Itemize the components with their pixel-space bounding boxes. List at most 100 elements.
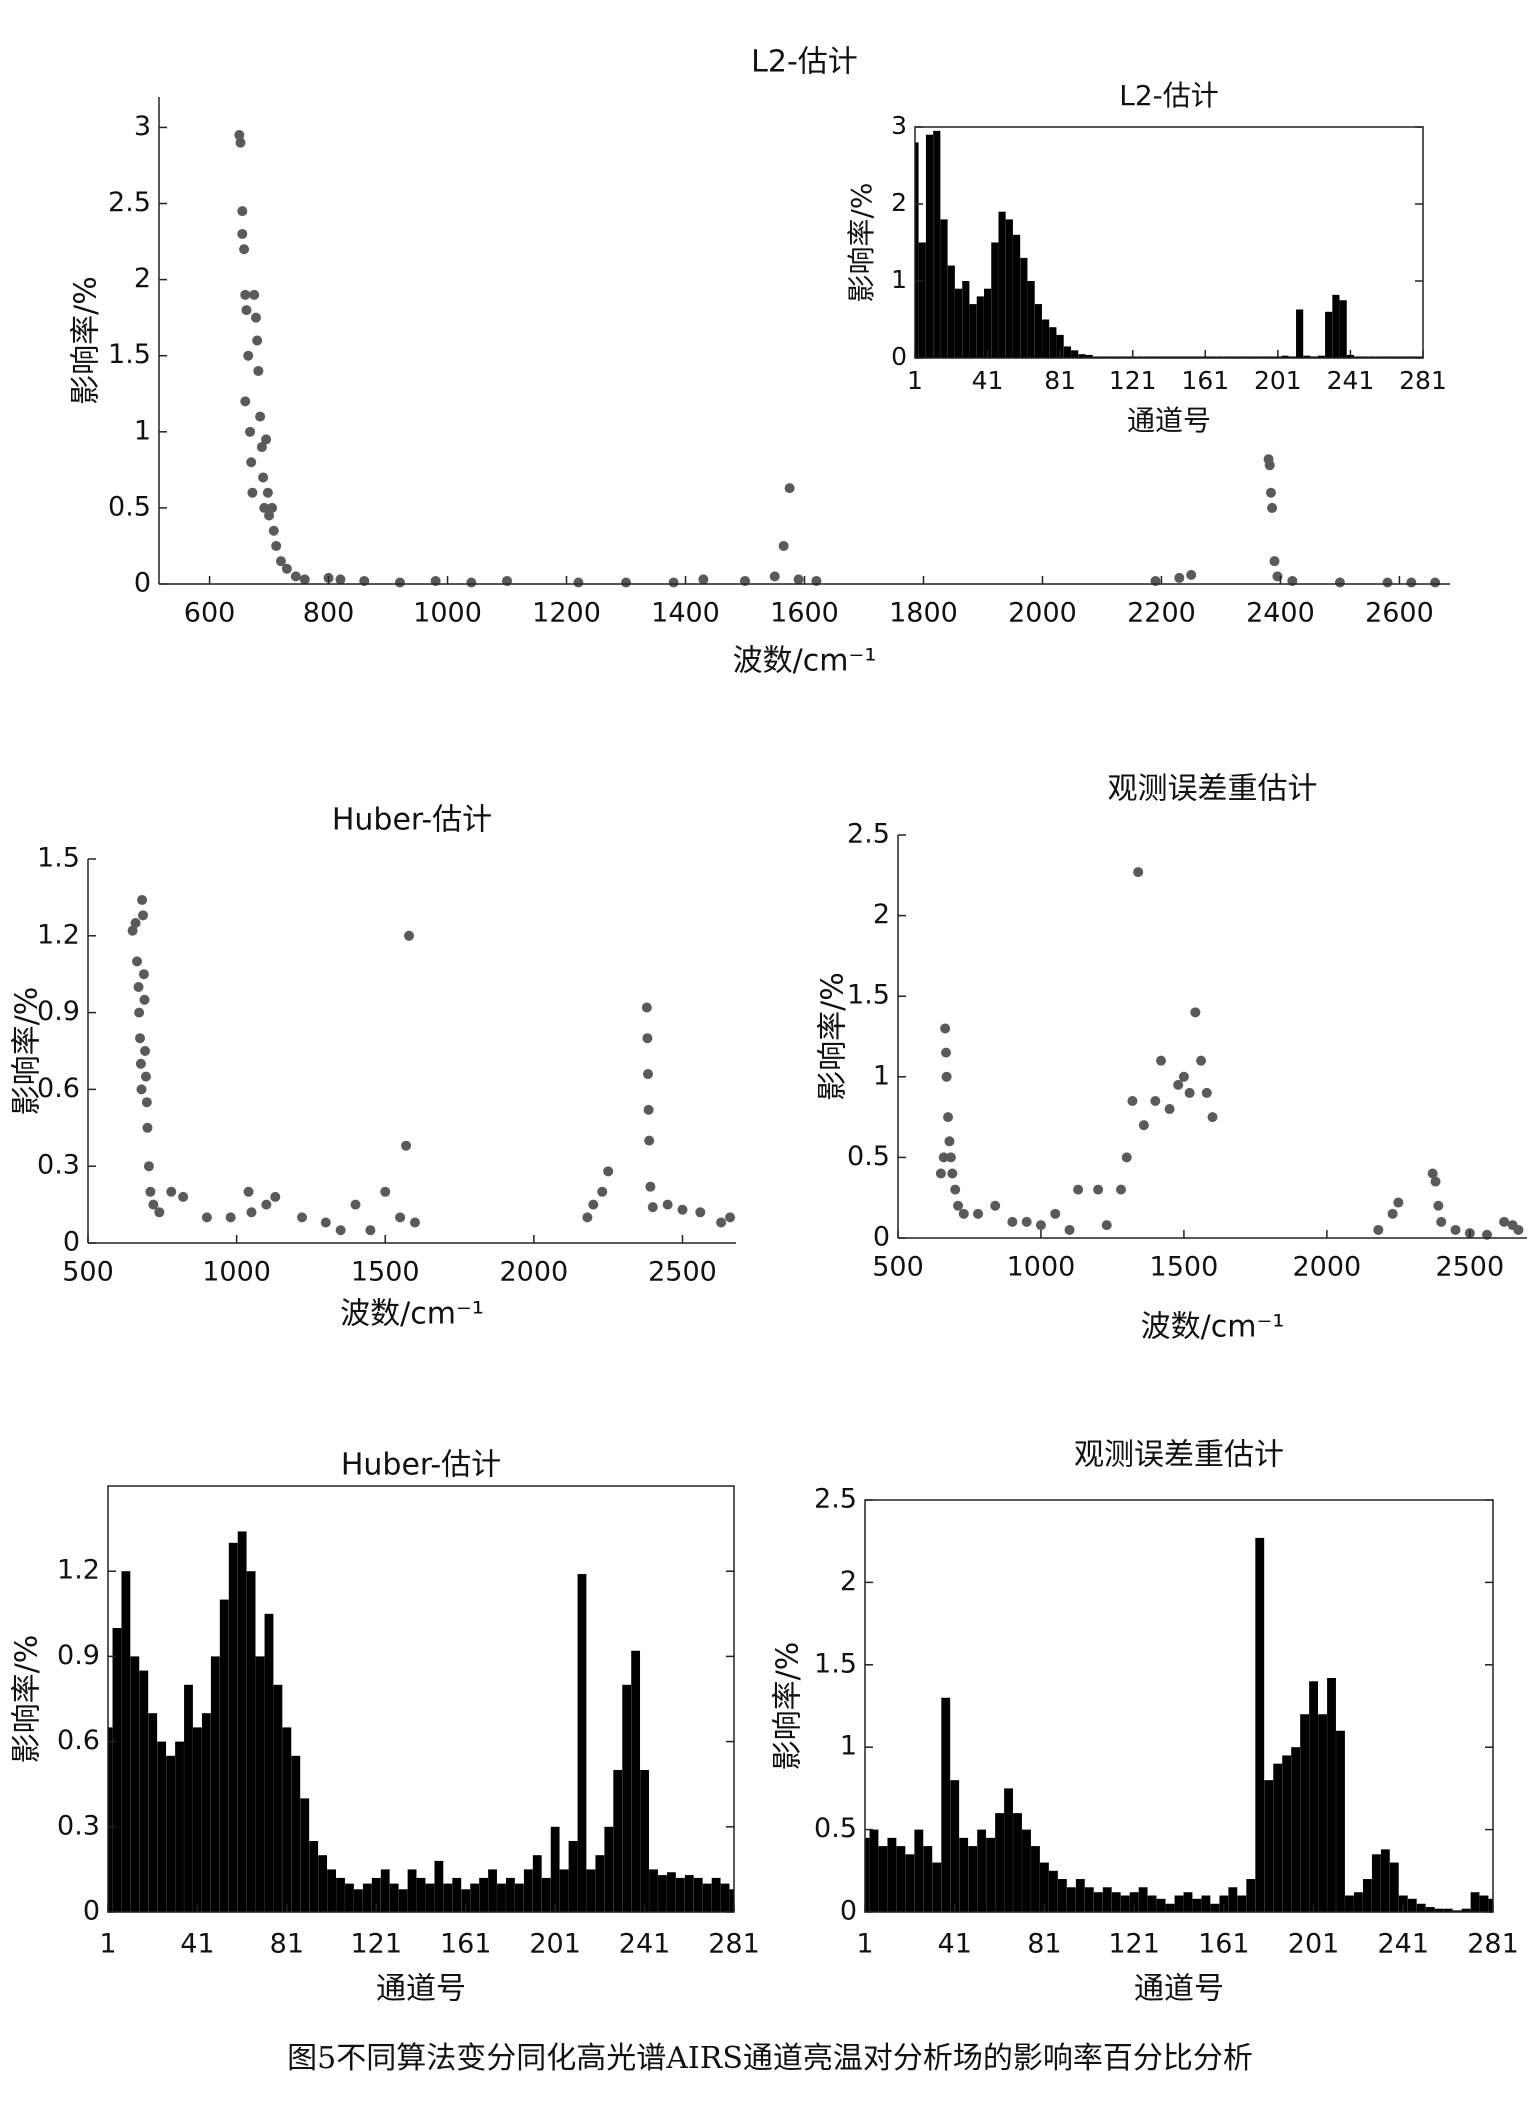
bar — [1230, 356, 1238, 358]
data-point — [643, 1069, 654, 1080]
bar — [1201, 1895, 1211, 1912]
bar — [878, 1846, 888, 1912]
bar — [1443, 1908, 1453, 1912]
bar — [941, 1697, 951, 1912]
bar — [1057, 1879, 1067, 1912]
y-tick-label: 0 — [63, 1227, 80, 1258]
x-tick-label: 2200 — [1127, 598, 1196, 629]
data-point — [281, 563, 292, 574]
bar — [977, 1829, 987, 1912]
bar — [1085, 354, 1093, 358]
data-point — [1073, 1184, 1084, 1195]
y-tick-label: 0 — [873, 1222, 890, 1253]
x-tick-label: 241 — [619, 1929, 671, 1960]
data-point — [644, 1135, 655, 1146]
data-point — [940, 1023, 951, 1034]
bar — [130, 1656, 140, 1912]
bar — [1318, 1714, 1327, 1912]
bar — [1100, 356, 1108, 358]
data-point — [1430, 1176, 1441, 1187]
data-point — [246, 457, 257, 468]
y-tick-label: 3 — [134, 111, 151, 142]
data-point — [621, 577, 632, 588]
data-point — [365, 1225, 376, 1236]
data-point — [1121, 1152, 1132, 1163]
bar — [962, 281, 970, 358]
y-axis-label: 影响率/% — [10, 1635, 45, 1764]
bar — [1281, 355, 1289, 358]
data-point — [784, 483, 795, 494]
x-tick-label: 1000 — [413, 598, 482, 629]
data-point — [1334, 577, 1345, 588]
bar — [998, 211, 1006, 358]
bar — [1020, 257, 1028, 358]
data-point — [166, 1186, 177, 1197]
bar — [1071, 350, 1079, 358]
bar — [443, 1883, 453, 1912]
y-axis-label: 影响率/% — [10, 987, 45, 1116]
bar — [914, 1829, 924, 1912]
data-point — [1173, 1079, 1184, 1090]
bar — [1237, 1895, 1247, 1912]
data-point — [380, 1186, 391, 1197]
x-tick-label: 1600 — [770, 598, 839, 629]
bar — [1354, 356, 1362, 358]
bar — [1237, 356, 1246, 358]
bar — [896, 1846, 906, 1912]
data-point — [677, 1204, 688, 1215]
x-tick-label: 81 — [1044, 366, 1076, 395]
data-point — [1093, 1184, 1104, 1195]
data-point — [1101, 1220, 1112, 1231]
bar — [559, 1869, 569, 1912]
data-point — [401, 1140, 412, 1151]
data-point — [643, 1104, 654, 1115]
bar — [1187, 356, 1195, 358]
x-tick-label: 281 — [1467, 1929, 1519, 1960]
bar — [470, 1883, 480, 1912]
y-tick-label: 1.2 — [57, 1555, 100, 1586]
data-point — [247, 487, 258, 498]
bar — [1390, 356, 1398, 358]
data-point — [645, 1181, 656, 1192]
data-point — [941, 1071, 952, 1082]
bar — [887, 1837, 897, 1912]
y-tick-label: 1.5 — [814, 1648, 857, 1679]
bar — [1228, 1887, 1238, 1912]
data-point — [573, 577, 584, 588]
data-point — [603, 1166, 614, 1177]
data-point — [271, 540, 282, 551]
bar — [1339, 300, 1347, 358]
bar — [711, 1877, 721, 1912]
bar — [291, 1755, 301, 1912]
x-axis-label: 通道号 — [1134, 1972, 1224, 2007]
data-point — [941, 1047, 952, 1058]
data-point — [249, 289, 260, 300]
bar — [112, 1628, 122, 1912]
data-point — [275, 556, 286, 567]
data-point — [135, 1058, 146, 1069]
data-point — [240, 289, 251, 300]
y-tick-label: 0.9 — [37, 996, 80, 1027]
y-axis-label: 影响率/% — [816, 972, 851, 1101]
bar — [1179, 356, 1188, 358]
y-tick-label: 0.6 — [57, 1725, 100, 1756]
y-tick-label: 0.5 — [847, 1141, 890, 1172]
bar — [219, 1599, 229, 1912]
data-point — [241, 305, 252, 316]
x-tick-label: 1200 — [532, 598, 601, 629]
bar — [550, 1826, 560, 1912]
data-point — [133, 982, 144, 992]
bar — [1325, 311, 1333, 358]
bar — [1136, 356, 1144, 358]
bar — [1129, 1892, 1139, 1912]
bar — [1172, 356, 1180, 358]
y-tick-label: 3 — [891, 111, 907, 140]
bar — [237, 1531, 247, 1912]
bar — [1192, 1898, 1202, 1912]
bar — [1048, 1870, 1058, 1912]
data-point — [243, 1186, 254, 1197]
bar — [1093, 1892, 1103, 1912]
bar — [1063, 346, 1071, 358]
bar — [693, 1877, 703, 1912]
bar — [353, 1889, 363, 1912]
